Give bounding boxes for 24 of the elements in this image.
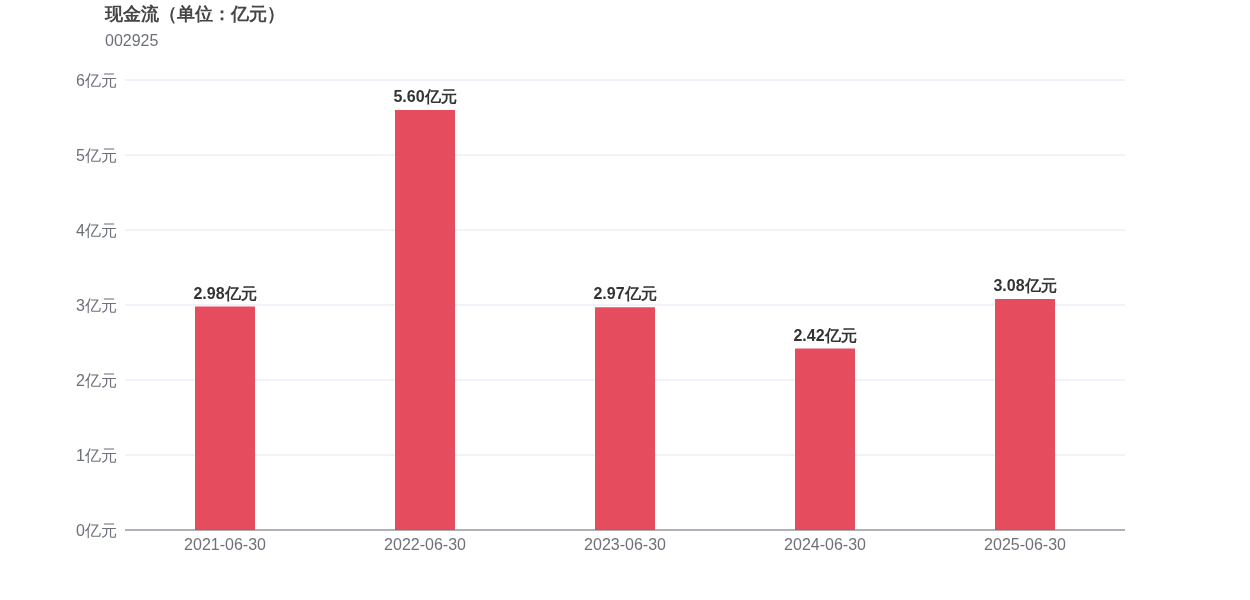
chart-title: 现金流（单位：亿元） (104, 4, 285, 24)
y-tick-label: 6亿元 (76, 71, 117, 89)
bar (395, 110, 455, 530)
y-tick-label: 4亿元 (76, 221, 117, 239)
y-tick-label: 1亿元 (76, 446, 117, 464)
bar (195, 306, 255, 530)
chart-subtitle: 002925 (105, 32, 159, 49)
data-label: 2.42亿元 (793, 326, 857, 344)
x-tick-label: 2024-06-30 (784, 536, 867, 553)
bar (795, 348, 855, 530)
y-tick-label: 0亿元 (76, 521, 117, 539)
data-label: 3.08亿元 (993, 277, 1057, 294)
data-label: 5.60亿元 (393, 88, 457, 105)
x-tick-label: 2021-06-30 (184, 536, 267, 553)
x-tick-label: 2022-06-30 (384, 536, 467, 553)
y-tick-label: 2亿元 (76, 371, 117, 389)
x-tick-label: 2023-06-30 (584, 536, 667, 553)
data-label: 2.98亿元 (193, 284, 257, 302)
data-label: 2.97亿元 (593, 285, 657, 303)
x-tick-label: 2025-06-30 (984, 536, 1067, 553)
bar (595, 307, 655, 530)
y-tick-label: 3亿元 (76, 296, 117, 314)
y-tick-label: 5亿元 (76, 146, 117, 164)
bar (995, 299, 1055, 530)
